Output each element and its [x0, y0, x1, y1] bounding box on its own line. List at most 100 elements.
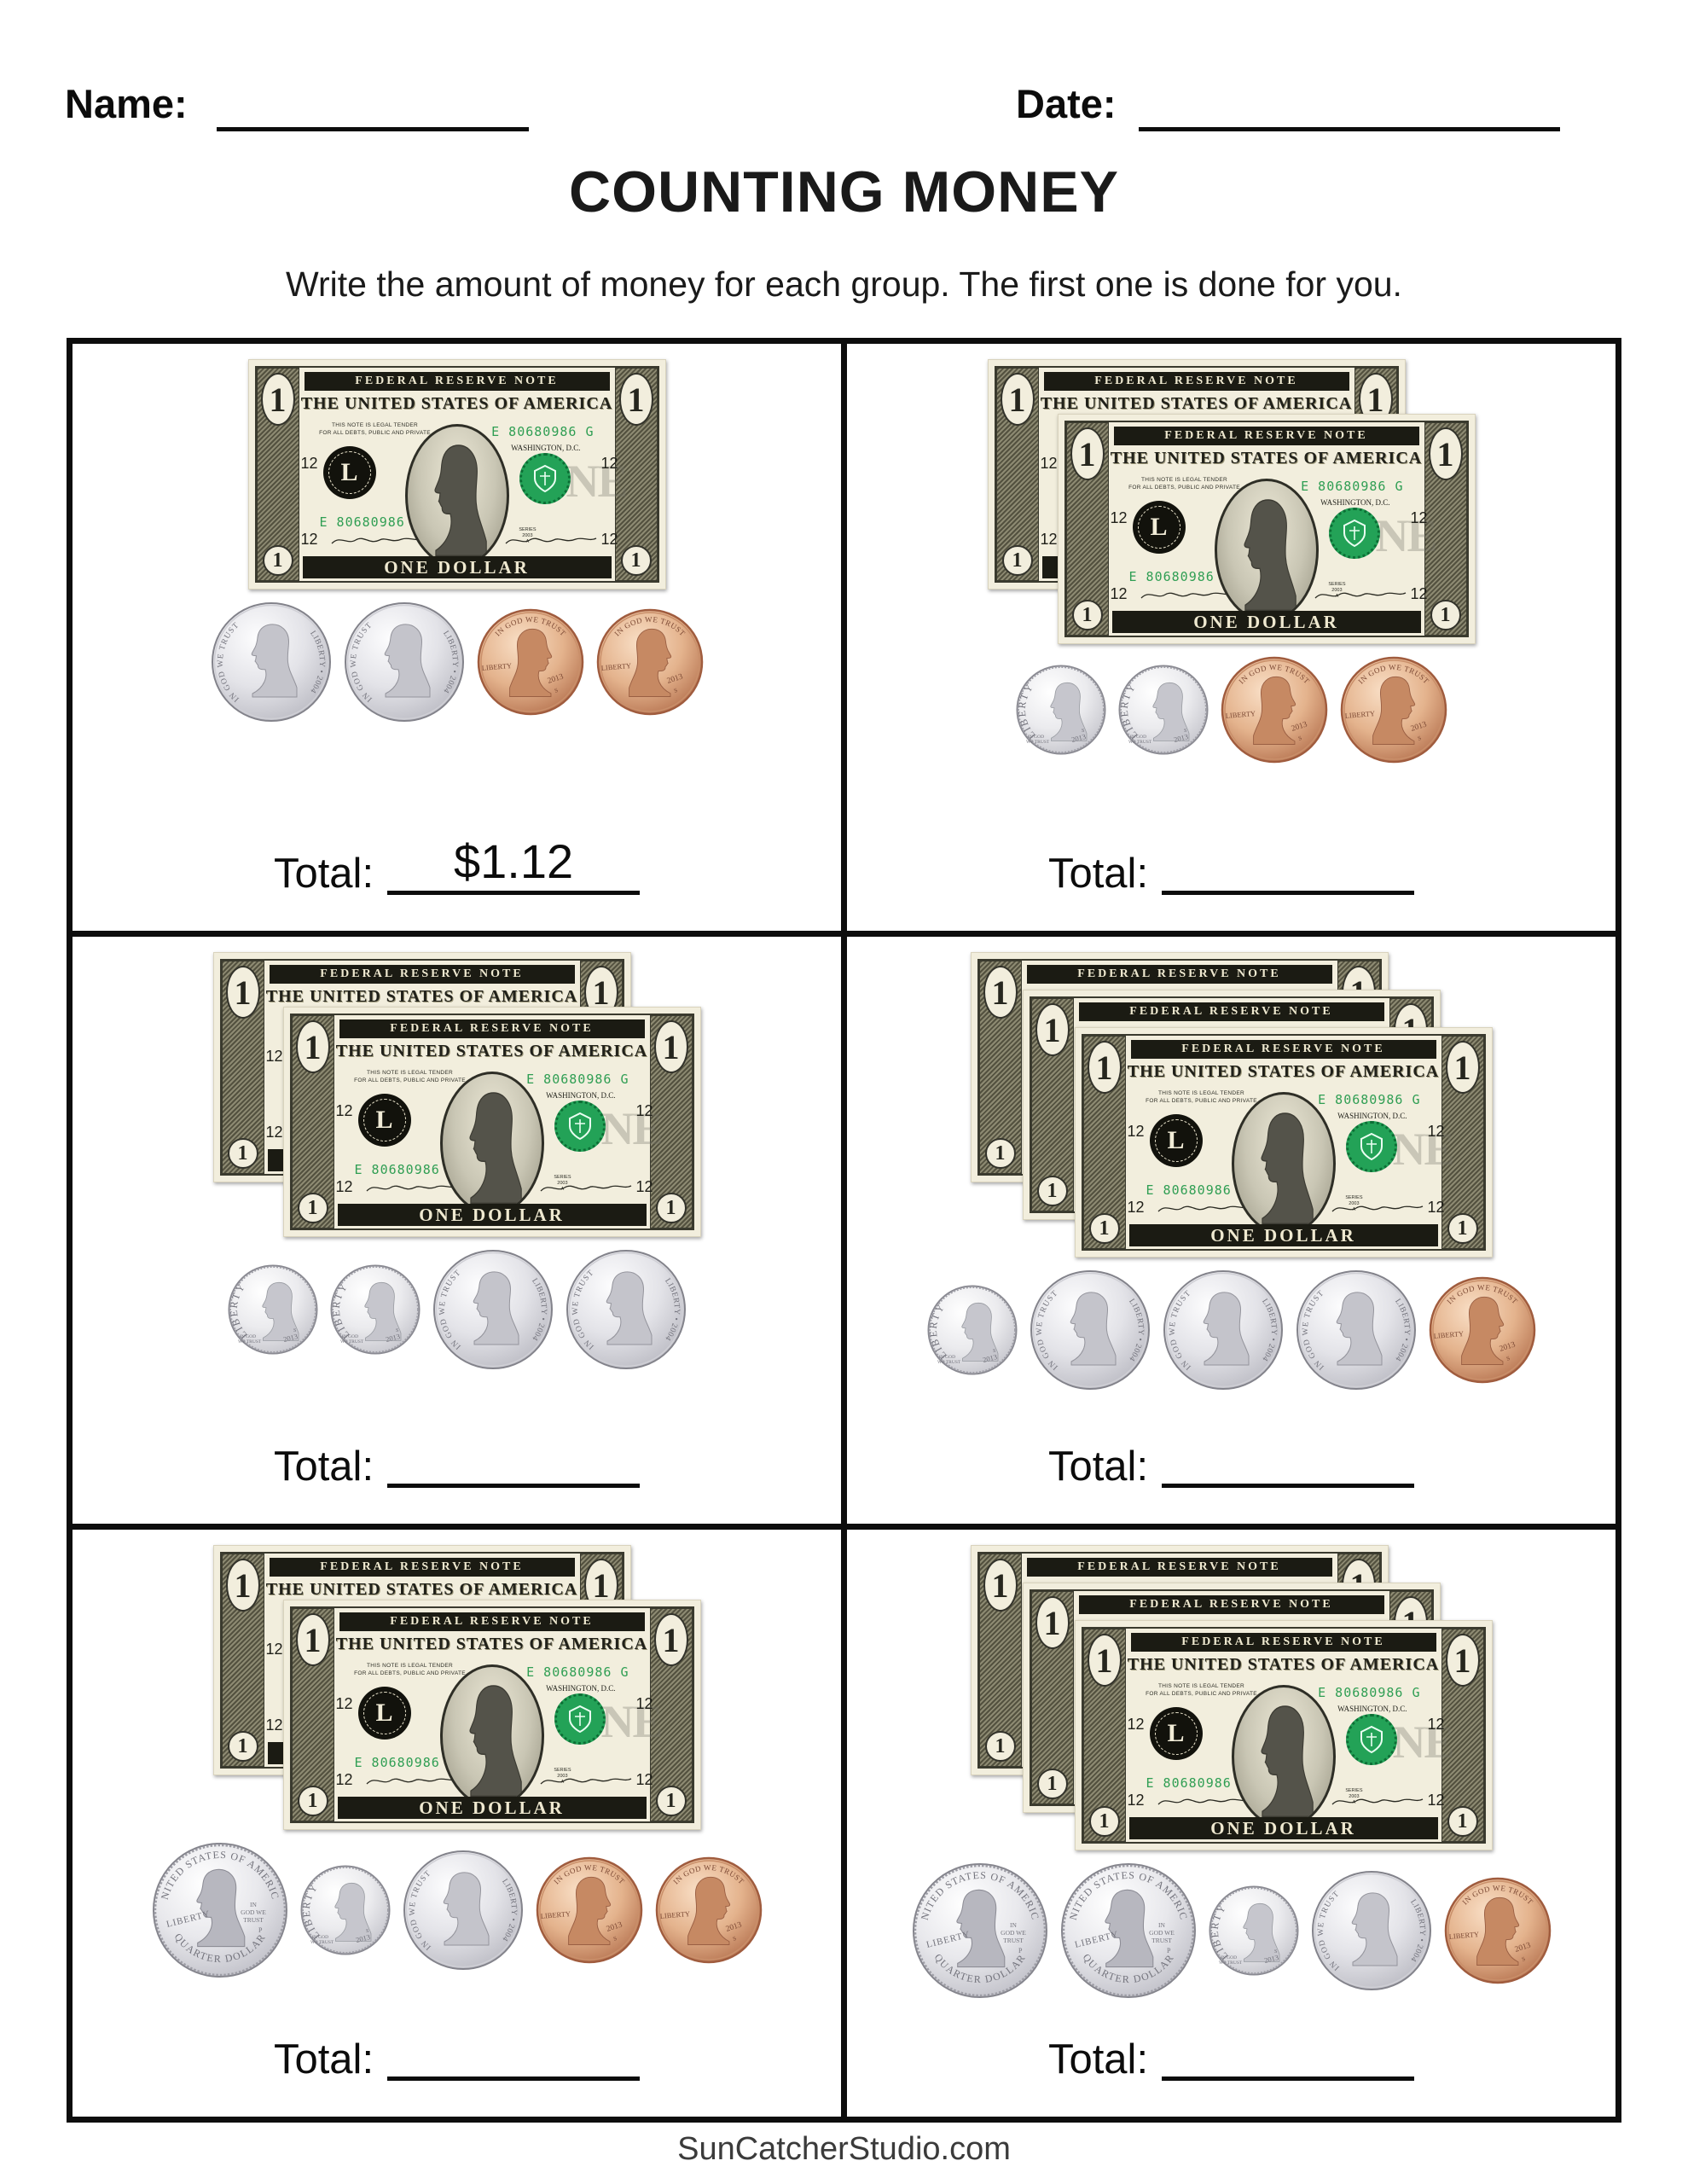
bill-denomination-text: ONE DOLLAR	[337, 1204, 647, 1226]
instruction-text: Write the amount of money for each group…	[286, 264, 1402, 304]
bill-value-numeral: 1	[1036, 1769, 1068, 1799]
bill-denomination-text: ONE DOLLAR	[1128, 1817, 1438, 1839]
bill-value-numeral: 1	[618, 373, 653, 426]
bill-value-numeral: 1	[1035, 1596, 1070, 1649]
total-row: Total: $1.12	[274, 834, 641, 895]
plate-number: 12	[635, 1695, 653, 1712]
bill-frame	[1081, 1627, 1486, 1844]
plate-number: 12	[335, 1771, 353, 1788]
plate-number: 12	[300, 531, 318, 548]
svg-text:TRUST: TRUST	[1003, 1937, 1024, 1944]
plate-number: 12	[1127, 1199, 1145, 1216]
bill-value-numeral: 1	[1088, 1213, 1120, 1244]
svg-text:LIBERTY: LIBERTY	[1433, 1329, 1464, 1340]
quarter-coin: UNITED STATES OF AMERICA QUARTER DOLLAR …	[152, 1842, 287, 1978]
coins-row: UNITED STATES OF AMERICA QUARTER DOLLAR …	[912, 1862, 1552, 1999]
total-answer-blank[interactable]	[1162, 838, 1415, 895]
treasurer-signature	[1157, 1798, 1249, 1805]
svg-text:IN GOD: IN GOD	[1221, 1955, 1237, 1960]
svg-text:S: S	[1521, 1955, 1526, 1963]
svg-text:S: S	[396, 1328, 398, 1333]
plate-number: 12	[1410, 509, 1428, 526]
bill-denomination-text: ONE DOLLAR	[337, 1797, 647, 1819]
money-group-cell-5: 1 1 1 1 FEDERAL RESERVE NOTE THE UNITED …	[73, 1530, 841, 2117]
plate-number: 12	[1040, 455, 1058, 472]
svg-text:IN: IN	[1010, 1921, 1017, 1929]
coins-row: LIBERTY IN GOD WE TRUST 2013 S IN GOD WE…	[927, 1269, 1536, 1391]
svg-text:IN GOD: IN GOD	[240, 1334, 256, 1339]
total-answer-blank[interactable]	[1162, 1431, 1415, 1488]
washington-portrait	[439, 1072, 544, 1215]
bill-value-numeral: 1	[1447, 1806, 1478, 1837]
one-dollar-bill: 1 1 1 1 FEDERAL RESERVE NOTE THE UNITED …	[1057, 414, 1476, 644]
total-answer-blank[interactable]	[387, 2024, 641, 2081]
washington-portrait	[404, 424, 509, 567]
svg-text:WE TRUST: WE TRUST	[238, 1339, 262, 1345]
federal-reserve-seal: L	[1149, 1114, 1203, 1167]
svg-text:2013: 2013	[385, 1332, 401, 1344]
name-label: Name:	[65, 81, 188, 126]
svg-text:IN GOD: IN GOD	[342, 1334, 358, 1339]
name-blank-line[interactable]	[217, 127, 529, 131]
date-blank-line[interactable]	[1139, 127, 1560, 131]
total-answer-blank[interactable]	[387, 1431, 641, 1488]
total-row: Total:	[274, 1431, 641, 1488]
washington-portrait	[1231, 1685, 1336, 1828]
plate-number: 12	[265, 1048, 283, 1065]
plate-number: 12	[300, 455, 318, 472]
coins-row: IN GOD WE TRUST LIBERTY • 2004 IN GOD WE…	[211, 601, 704, 723]
plate-number: 12	[1427, 1792, 1445, 1809]
svg-text:S: S	[1082, 729, 1084, 734]
total-answer-blank[interactable]	[1162, 2024, 1415, 2081]
washington-portrait	[1231, 1092, 1336, 1235]
svg-text:TRUST: TRUST	[243, 1916, 264, 1924]
serial-number: E 80680986 G	[1318, 1685, 1421, 1700]
plate-number: 12	[1427, 1123, 1445, 1140]
svg-text:IN: IN	[250, 1901, 257, 1908]
svg-text:2013: 2013	[355, 1932, 371, 1944]
plate-number: 12	[335, 1178, 353, 1195]
bill-banner-text: FEDERAL RESERVE NOTE	[339, 1612, 645, 1631]
nickel-coin: IN GOD WE TRUST LIBERTY • 2004	[1163, 1270, 1283, 1390]
serial-number: E 80680986 G	[526, 1072, 629, 1087]
svg-text:S: S	[1184, 729, 1186, 734]
bill-value-numeral: 1	[262, 545, 293, 576]
page-title: COUNTING MONEY	[569, 160, 1119, 224]
total-label: Total:	[1047, 851, 1149, 897]
plate-number: 12	[265, 1641, 283, 1658]
bill-value-numeral: 1	[1428, 427, 1463, 480]
bill-value-numeral: 1	[983, 966, 1018, 1019]
svg-text:P: P	[1167, 1947, 1171, 1955]
svg-text:2013: 2013	[1173, 732, 1189, 744]
serial-number: E 80680986 G	[354, 1755, 457, 1770]
svg-text:IN GOD: IN GOD	[1028, 735, 1044, 740]
svg-text:IN GOD: IN GOD	[1130, 735, 1146, 740]
svg-text:S: S	[673, 687, 678, 694]
svg-text:S: S	[993, 1349, 995, 1354]
bill-value-numeral: 1	[984, 1138, 1016, 1169]
svg-text:LIBERTY: LIBERTY	[659, 1909, 690, 1920]
money-group-cell-1: 1 1 1 1 FEDERAL RESERVE NOTE THE UNITED …	[73, 344, 841, 931]
plate-number: 12	[1427, 1716, 1445, 1733]
treasury-seal	[519, 453, 571, 504]
plate-number: 12	[1127, 1792, 1145, 1809]
bill-frame	[1064, 421, 1469, 637]
secretary-signature	[505, 537, 596, 544]
secretary-signature	[1331, 1205, 1423, 1212]
coins-row: UNITED STATES OF AMERICA QUARTER DOLLAR …	[152, 1842, 763, 1978]
bill-stack: 1 1 1 1 FEDERAL RESERVE NOTE THE UNITED …	[212, 1545, 701, 1830]
svg-text:S: S	[1417, 735, 1422, 742]
serial-number: E 80680986 G	[1318, 1092, 1421, 1107]
bill-frame	[289, 1014, 694, 1230]
total-label: Total:	[273, 2036, 374, 2082]
bill-value-numeral: 1	[984, 1731, 1016, 1762]
bill-denomination-text: ONE DOLLAR	[302, 556, 612, 578]
dime-coin: LIBERTY IN GOD WE TRUST 2013 S	[300, 1865, 390, 1955]
total-answer-blank[interactable]: $1.12	[387, 834, 641, 895]
bill-banner-text: FEDERAL RESERVE NOTE	[269, 965, 575, 984]
bill-value-numeral: 1	[1035, 1003, 1070, 1056]
